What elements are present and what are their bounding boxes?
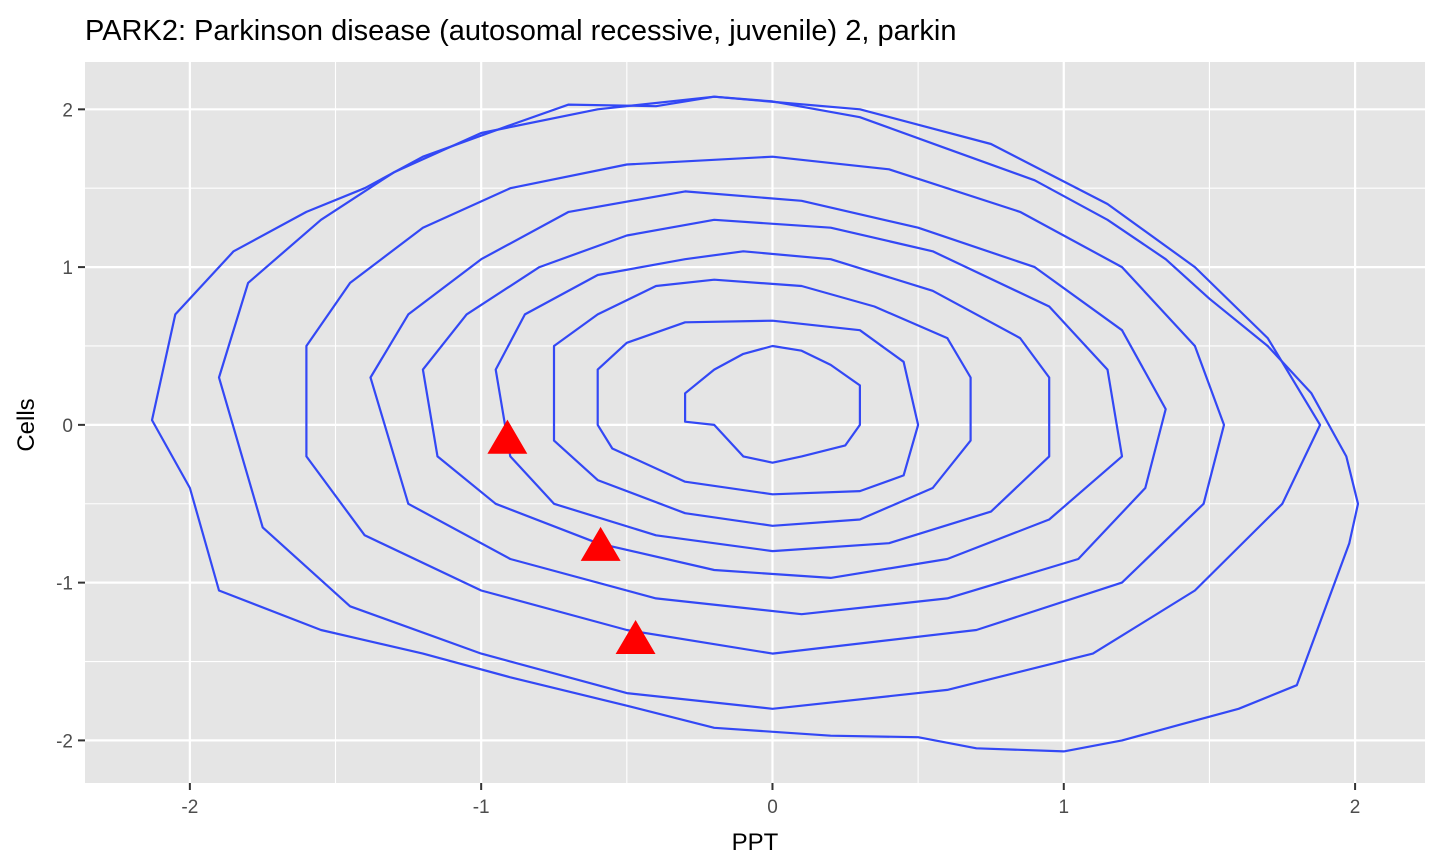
x-tick-label: 0 bbox=[767, 797, 778, 818]
y-tick-label: -2 bbox=[56, 731, 73, 752]
x-tick-label: 2 bbox=[1350, 797, 1361, 818]
contour-level-5 bbox=[421, 218, 1124, 579]
contour-level-6 bbox=[369, 190, 1167, 616]
x-tick-label: -2 bbox=[181, 797, 198, 818]
plot-panel bbox=[85, 62, 1425, 783]
triangle-point bbox=[487, 419, 528, 454]
x-axis-title: PPT bbox=[732, 829, 779, 856]
y-tick-label: 2 bbox=[62, 100, 73, 121]
contour-level-1 bbox=[684, 344, 861, 464]
triangle-point bbox=[615, 620, 656, 654]
x-tick-label: 1 bbox=[1058, 797, 1069, 818]
triangle-point bbox=[580, 526, 621, 561]
y-tick-label: 0 bbox=[62, 416, 73, 437]
y-tick-label: 1 bbox=[62, 258, 73, 279]
contour-level-2 bbox=[596, 319, 920, 496]
y-axis: -2 -1 0 1 2 bbox=[56, 100, 85, 752]
contour-level-3 bbox=[552, 278, 972, 527]
contour-level-7 bbox=[305, 155, 1226, 655]
density-contours bbox=[150, 95, 1360, 753]
data-point-markers bbox=[487, 419, 656, 654]
y-axis-title: Cells bbox=[13, 398, 40, 451]
x-tick-label: -1 bbox=[473, 797, 490, 818]
y-tick-label: -1 bbox=[56, 574, 73, 595]
grid-lines bbox=[85, 62, 1425, 783]
contour-level-9 bbox=[150, 95, 1360, 753]
contour-level-4 bbox=[494, 250, 1051, 553]
x-axis: -2 -1 0 1 2 bbox=[181, 783, 1360, 818]
chart-title: PARK2: Parkinson disease (autosomal rece… bbox=[85, 15, 957, 47]
